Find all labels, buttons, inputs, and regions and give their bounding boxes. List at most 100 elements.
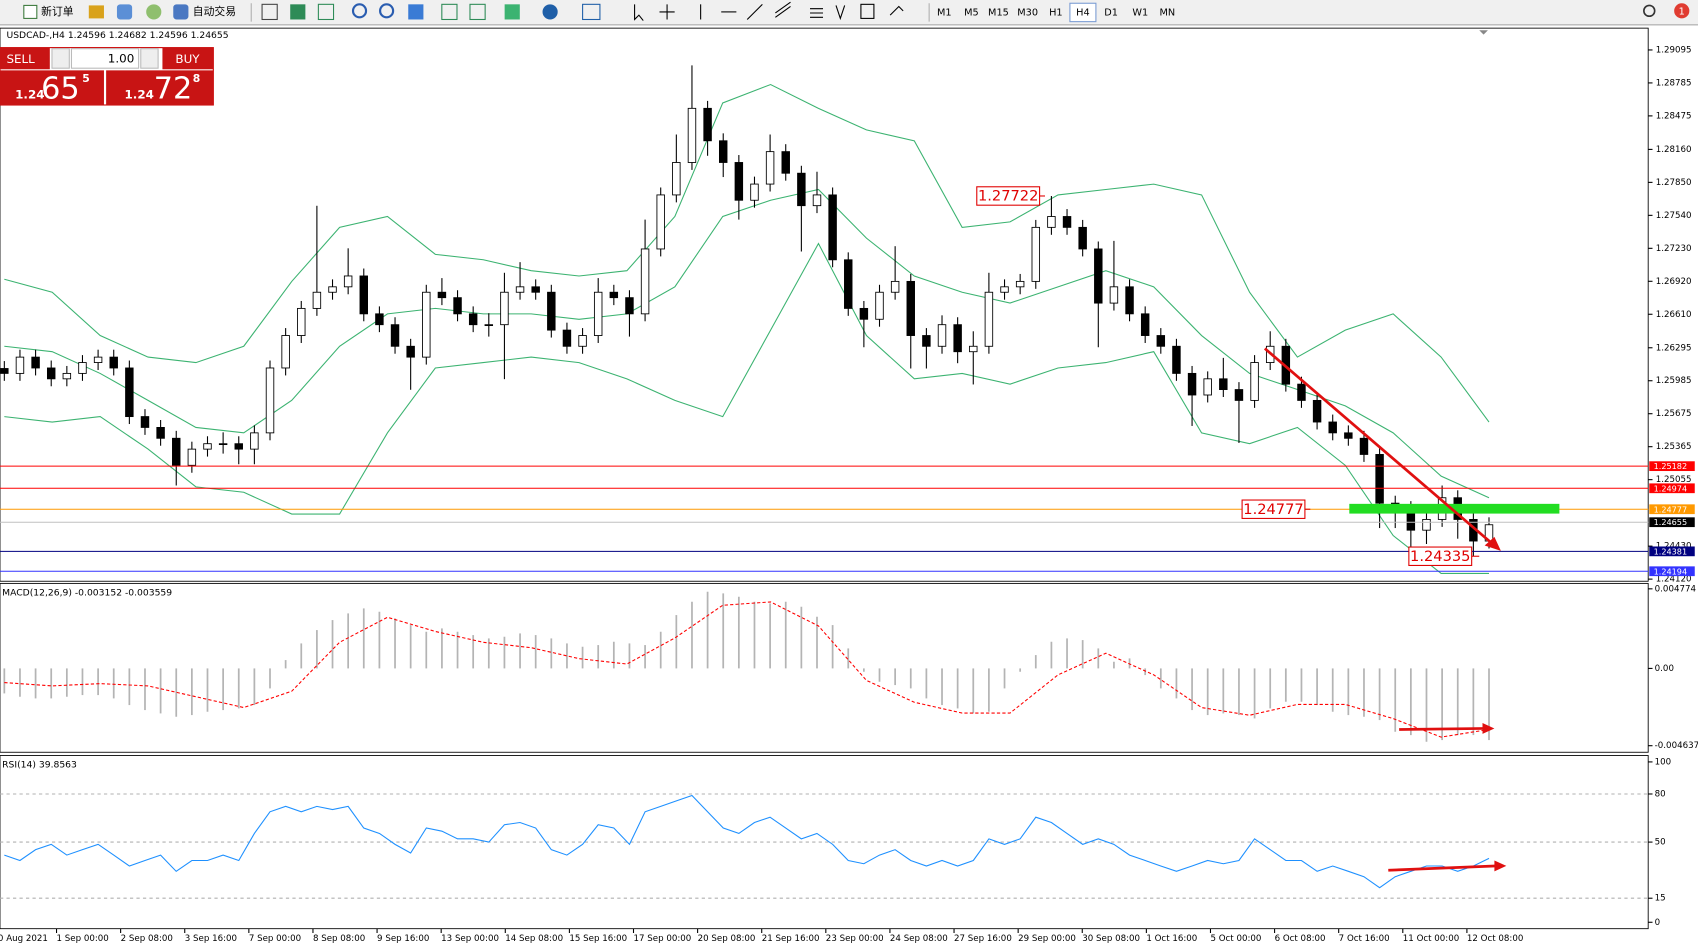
candle-body [140, 416, 150, 428]
timeframe-button[interactable]: M1 [937, 7, 952, 18]
price-small: 5 [82, 72, 90, 85]
timeframe-button[interactable]: W1 [1132, 7, 1148, 18]
lots-down[interactable] [51, 48, 70, 69]
lots-up[interactable] [140, 48, 159, 69]
price-prefix: 1.24 [125, 88, 154, 102]
y-tick-label: 1.28160 [1656, 145, 1692, 155]
candle-body [1359, 437, 1369, 455]
buy-button[interactable] [162, 47, 214, 70]
shapes-tool[interactable] [889, 5, 904, 16]
button-label: 新订单 [41, 4, 74, 18]
notification-badge[interactable] [1674, 3, 1690, 19]
icon[interactable] [379, 3, 395, 19]
channel-tool[interactable] [775, 1, 791, 18]
text-tool[interactable] [835, 5, 846, 21]
candle-body [1203, 378, 1212, 396]
y-tick-label: 0 [1655, 918, 1661, 928]
y-tick-label: 1.26295 [1656, 343, 1692, 353]
candle-body [515, 286, 525, 293]
sell-button[interactable] [0, 47, 50, 70]
x-tick-label: 27 Sep 16:00 [954, 934, 1012, 944]
x-tick-label: 11 Oct 00:00 [1403, 934, 1459, 944]
sell-price-box[interactable] [0, 70, 104, 105]
x-tick-label: 7 Sep 00:00 [249, 934, 301, 944]
candle-body [1187, 372, 1197, 396]
icon[interactable] [290, 4, 306, 20]
price-line-label: 1.24194 [1654, 566, 1688, 576]
candle-body [906, 280, 915, 336]
timeframe-button[interactable]: D1 [1104, 7, 1118, 18]
icon[interactable] [542, 4, 558, 20]
price-line-label-bg [1649, 546, 1695, 557]
candle-body [1344, 432, 1353, 439]
candle-body [1375, 454, 1384, 504]
y-tick-label: 1.28785 [1656, 78, 1692, 88]
timeframe-button[interactable]: H1 [1049, 7, 1063, 18]
macd-arrow [1399, 727, 1486, 731]
candle-body [765, 151, 775, 185]
timeframe-active [1069, 2, 1097, 23]
candle-body [1047, 216, 1056, 228]
icon[interactable] [469, 3, 486, 21]
icon[interactable] [408, 4, 424, 20]
timeframe-button[interactable]: M5 [964, 7, 979, 18]
trendline-tool[interactable] [746, 3, 763, 20]
candle-body [1109, 286, 1119, 304]
candle-body [390, 324, 400, 347]
y-tick-label: 1.25365 [1656, 442, 1692, 452]
x-tick-label: 14 Sep 08:00 [505, 934, 563, 944]
candle-body [922, 335, 931, 347]
price-label-box [976, 186, 1041, 206]
candle-body [531, 286, 540, 293]
candle-body [375, 313, 384, 326]
candle-body [422, 291, 431, 358]
icon[interactable] [504, 4, 520, 20]
icon[interactable] [351, 3, 368, 19]
candle-body [1172, 345, 1181, 374]
candle-body [578, 335, 587, 347]
lots-input[interactable] [70, 48, 140, 69]
new-order-button[interactable]: 新订单 [23, 4, 74, 19]
candle-body [156, 427, 165, 439]
timeframe-button[interactable]: H4 [1076, 7, 1090, 18]
icon[interactable] [116, 4, 133, 20]
timeframe-button[interactable]: M15 [988, 7, 1009, 18]
price-line-label-bg [1649, 483, 1695, 494]
timeframe-button[interactable]: M30 [1017, 7, 1038, 18]
price-line-label: 1.24777 [1654, 504, 1688, 514]
price-line-label: 1.24655 [1654, 517, 1688, 527]
candle-body [406, 345, 415, 358]
candle-body [984, 291, 994, 347]
auto-trading-button[interactable]: 自动交易 [173, 4, 236, 20]
buy-price-box[interactable] [106, 70, 214, 105]
x-tick-label: 1 Sep 00:00 [57, 934, 109, 944]
label-tool[interactable] [860, 3, 875, 19]
bollinger-upper [4, 83, 1490, 423]
candle-body [1125, 286, 1134, 315]
candle-body [672, 162, 681, 196]
icon[interactable] [582, 3, 601, 21]
y-tick-label: 1.27850 [1656, 178, 1692, 188]
candle-body [15, 356, 25, 374]
candle-body [812, 194, 822, 207]
price-label: 1.27722 [978, 188, 1038, 205]
candle-body [1250, 362, 1259, 401]
rsi-title: RSI(14) 39.8563 [2, 760, 77, 771]
candle-body [844, 259, 853, 309]
rsi-chart: 0 15 50 80 100 [0, 757, 1671, 928]
icon[interactable] [88, 5, 104, 19]
icon[interactable] [261, 3, 278, 21]
x-tick-label: 21 Sep 16:00 [762, 934, 820, 944]
candle-body [609, 291, 619, 299]
crosshair-tool[interactable] [659, 4, 675, 20]
icon[interactable] [146, 4, 162, 20]
icon[interactable] [317, 3, 335, 21]
icon[interactable] [441, 3, 458, 21]
cursor-tool[interactable] [634, 4, 644, 21]
timeframe-button[interactable]: MN [1160, 7, 1176, 18]
y-tick-label: 1.27540 [1656, 211, 1692, 221]
search-icon[interactable] [1643, 4, 1656, 18]
x-tick-label: 12 Oct 08:00 [1467, 934, 1523, 944]
fibo-tool[interactable] [810, 8, 824, 18]
price-big: 72 [154, 71, 193, 106]
